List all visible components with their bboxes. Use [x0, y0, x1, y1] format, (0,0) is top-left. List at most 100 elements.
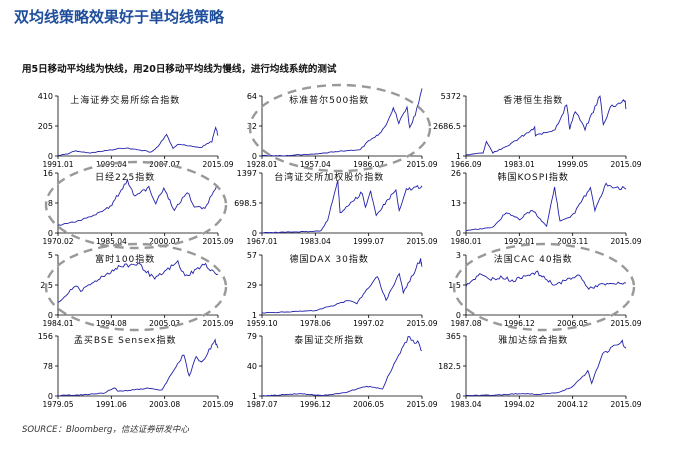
x-tick-label: 1980.01 — [450, 237, 481, 246]
y-tick-label: 0 — [456, 311, 461, 320]
y-tick-label: 40 — [247, 362, 257, 371]
series-line — [262, 88, 423, 157]
y-tick-label: 8 — [48, 199, 53, 208]
chart-title: 韩国KOSPI指数 — [498, 171, 569, 183]
x-tick-label: 2015.09 — [406, 237, 437, 246]
y-tick-label: 3 — [456, 251, 461, 260]
highlight-ellipse — [452, 242, 636, 332]
x-tick-label: 2015.09 — [406, 160, 437, 169]
x-tick-label: 2015.09 — [610, 160, 641, 169]
y-tick-label: 64 — [247, 92, 257, 101]
highlight-ellipse — [248, 83, 432, 173]
x-tick-label: 1967.01 — [246, 237, 277, 246]
x-tick-label: 1985.04 — [96, 237, 127, 246]
x-tick-label: 1991.01 — [42, 160, 73, 169]
x-tick-label: 1966.09 — [450, 160, 481, 169]
y-tick-label: 0 — [252, 152, 257, 161]
y-tick-label: 78 — [43, 362, 53, 371]
x-tick-label: 1984.01 — [42, 319, 73, 328]
chart-title: 法国CAC 40指数 — [494, 253, 573, 265]
x-tick-label: 1987.08 — [450, 319, 481, 328]
x-tick-label: 1994.08 — [96, 319, 127, 328]
x-tick-label: 1999.07 — [353, 237, 384, 246]
x-tick-label: 1999.05 — [557, 160, 588, 169]
y-tick-label: 2686.5 — [433, 122, 461, 131]
x-tick-label: 1996.12 — [504, 319, 535, 328]
x-tick-label: 2015.09 — [610, 237, 641, 246]
y-tick-label: 57 — [247, 251, 257, 260]
y-tick-label: 698.5 — [234, 199, 257, 208]
y-tick-label: 182.5 — [438, 362, 461, 371]
y-tick-label: 410 — [38, 92, 53, 101]
y-tick-label: 5372 — [441, 92, 461, 101]
y-tick-label: 29 — [247, 281, 257, 290]
y-tick-label: 32 — [247, 122, 257, 131]
x-tick-label: 2005.03 — [149, 319, 180, 328]
x-tick-label: 1983.04 — [450, 400, 481, 409]
x-tick-label: 2000.07 — [149, 237, 180, 246]
x-tick-label: 1994.02 — [504, 400, 535, 409]
series-line — [261, 179, 423, 234]
x-tick-label: 1999.04 — [96, 160, 127, 169]
y-tick-label: 365 — [446, 332, 461, 341]
y-tick-label: 0 — [48, 392, 53, 401]
y-tick-label: 1397 — [237, 169, 257, 178]
x-tick-label: 1983.04 — [300, 237, 331, 246]
x-tick-label: 2015.09 — [202, 400, 233, 409]
x-tick-label: 2003.11 — [557, 237, 588, 246]
series-line — [57, 178, 219, 226]
x-tick-label: 1983.01 — [504, 160, 535, 169]
series-line — [465, 182, 627, 232]
chart-title: 孟买BSE Sensex指数 — [74, 334, 177, 346]
x-tick-label: 2003.08 — [149, 400, 180, 409]
x-tick-label: 1928.01 — [246, 160, 277, 169]
x-tick-label: 2015.09 — [610, 400, 641, 409]
x-tick-label: 2006.05 — [557, 319, 588, 328]
highlight-ellipse — [44, 242, 228, 332]
highlight-ellipse — [44, 160, 228, 250]
chart-title: 上海证券交易所综合指数 — [70, 94, 180, 106]
x-tick-label: 2015.09 — [610, 319, 641, 328]
chart-title: 台湾证交所加权股价指数 — [274, 171, 384, 183]
x-tick-label: 1986.07 — [353, 160, 384, 169]
series-line — [261, 336, 423, 397]
chart-title: 德国DAX 30指数 — [289, 253, 368, 265]
y-tick-label: 13 — [451, 199, 461, 208]
y-tick-label: 156 — [38, 332, 53, 341]
series-line — [261, 258, 423, 314]
y-tick-label: 5 — [48, 251, 53, 260]
x-tick-label: 1959.10 — [246, 319, 277, 328]
source-note: SOURCE：Bloomberg，信达证券研发中心 — [22, 425, 189, 435]
chart-title: 雅加达综合指数 — [498, 334, 568, 346]
y-tick-label: 1 — [456, 152, 461, 161]
y-tick-label: 0 — [456, 229, 461, 238]
x-tick-label: 1992.01 — [504, 237, 535, 246]
y-tick-label: 26 — [451, 169, 461, 178]
series-line — [58, 125, 219, 156]
series-line — [465, 95, 627, 156]
chart-title: 富时100指数 — [95, 253, 155, 265]
y-tick-label: 0 — [48, 152, 53, 161]
y-tick-label: 1 — [252, 311, 257, 320]
y-tick-label: 0 — [48, 229, 53, 238]
series-line — [57, 259, 219, 303]
x-tick-label: 1970.02 — [42, 237, 73, 246]
y-tick-label: 79 — [247, 332, 257, 341]
x-tick-label: 1991.06 — [96, 400, 127, 409]
y-tick-label: 1 — [252, 392, 257, 401]
x-tick-label: 1997.02 — [353, 319, 384, 328]
series-line — [465, 339, 627, 397]
chart-title: 日经225指数 — [95, 171, 155, 183]
y-tick-label: 205 — [38, 122, 53, 131]
x-tick-label: 2006.05 — [353, 400, 384, 409]
